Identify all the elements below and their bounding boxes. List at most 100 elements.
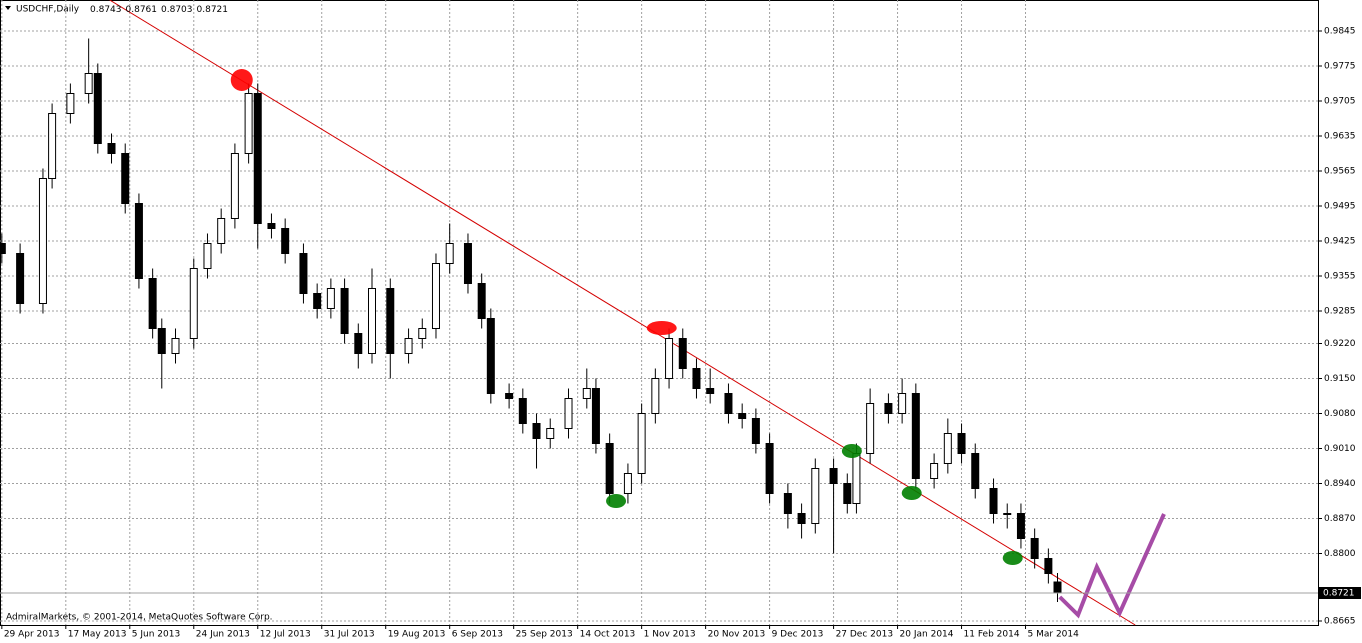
x-tick-label: 14 Oct 2013 [580,630,636,640]
x-tick-label: 5 Jun 2013 [132,630,180,640]
marker-dot [230,69,253,91]
candle-body [326,288,335,309]
candle-body [564,398,573,429]
candle-body [66,93,75,114]
y-tick-label: 0.9425 [1324,237,1356,247]
candle-body [486,318,495,394]
candle-body [299,253,308,294]
candle-body [989,488,998,514]
candle-body [1044,558,1053,574]
candle-body [738,413,747,419]
candle-body [1030,538,1039,559]
candle-body [582,388,591,399]
y-tick-label: 0.8665 [1324,617,1356,627]
x-tick-label: 20 Nov 2013 [708,630,766,640]
x-tick-label: 25 Sep 2013 [516,630,573,640]
menu-arrow[interactable] [5,6,11,10]
marker-ellipse [841,444,862,458]
candle-body [591,388,600,444]
candle-body [0,243,6,254]
chart-title: USDCHF,Daily [16,5,80,15]
candle-body [404,338,413,354]
footer: AdmiralMarkets, © 2001-2014, MetaQuotes … [6,613,273,623]
ohlc-header: 0.8743 0.8761 0.8703 0.8721 [90,5,228,15]
y-tick-label: 0.9285 [1324,307,1356,317]
candle-body [797,513,806,524]
candle-body [623,473,632,494]
candle-body [518,398,527,424]
candle-body [230,153,239,219]
trendline-layer [109,0,1136,626]
x-tick-label: 11 Feb 2014 [964,630,1020,640]
marker-ellipse [606,494,627,508]
candle-body [665,338,674,379]
candle-body [943,433,952,464]
y-tick-label: 0.9845 [1324,27,1356,37]
candle-body [971,453,980,489]
candle-body [463,243,472,284]
candle-body [678,338,687,369]
x-tick-label: 1 Nov 2013 [644,630,696,640]
candle-body [253,93,262,224]
candle-body [189,268,198,339]
candle-body [368,288,377,354]
y-tick-label: 0.9635 [1324,132,1356,142]
y-tick-label: 0.8940 [1324,479,1356,489]
candle-body [751,418,760,444]
price-label-box [1319,587,1361,599]
y-tick-label: 0.9220 [1324,339,1356,349]
candle-body [765,443,774,494]
price-label: 0.8721 [1323,589,1355,599]
candle-body [38,178,47,304]
candle-body [244,93,253,154]
candle-body [505,393,514,399]
candle-body [783,493,792,514]
x-tick-label: 27 Dec 2013 [836,630,894,640]
x-tick-label: 31 Jul 2013 [324,630,375,640]
candle-body [354,333,363,354]
candle-body [651,378,660,414]
candle-body [148,278,157,329]
candle-body [706,388,715,394]
y-tick-label: 0.8870 [1324,514,1356,524]
candle-body [93,73,102,144]
candle-body [418,328,427,339]
candles [0,38,1062,602]
y-tick-label: 0.9355 [1324,272,1356,282]
candle-body [724,393,733,414]
candle-body [48,113,57,179]
candle-body [532,423,541,439]
x-tick-label: 29 Apr 2013 [4,630,60,640]
candle-body [445,243,454,264]
candle-body [884,403,893,414]
y-tick-label: 0.9705 [1324,97,1356,107]
candle-body [843,483,852,504]
candle-body [171,338,180,354]
x-tick-label: 9 Dec 2013 [772,630,824,640]
candle-body [121,153,130,204]
candle-body [829,468,838,484]
candle-body [340,288,349,334]
candle-body [1053,581,1062,594]
candle-body [477,283,486,319]
candle-body [386,288,395,354]
candle-body [898,393,907,414]
axes: 0.9845 0.9775 0.9705 0.9635 0.9565 0.9495 0.94… [0,27,1361,640]
candle-body [957,433,966,454]
x-tick-label: 24 Jun 2013 [196,630,250,640]
candle-body [267,223,276,229]
candle-body [637,413,646,474]
projection-path [1058,513,1166,619]
candle-body [157,328,166,354]
ohlc-value: 0.8743 [90,5,122,15]
candle-body [431,263,440,329]
y-tick-label: 0.9775 [1324,62,1356,72]
candle-body [16,253,25,304]
marker-ellipse [646,321,677,335]
candle-body [911,393,920,479]
marker-ellipse [1002,551,1023,565]
annotations [230,69,1166,619]
y-tick-label: 0.9565 [1324,167,1356,177]
x-tick-label: 12 Jul 2013 [260,630,311,640]
